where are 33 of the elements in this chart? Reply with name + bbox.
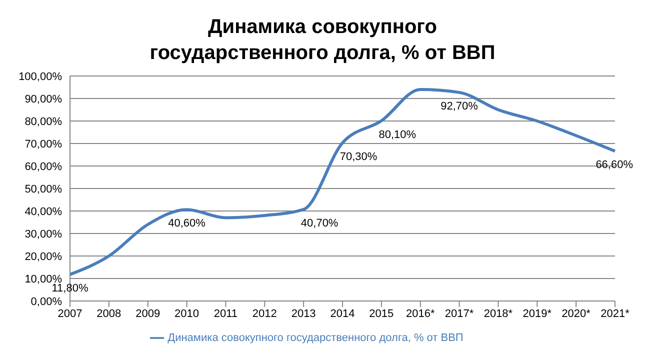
y-tick-label: 30,00% <box>24 228 62 240</box>
x-tick-label: 2009 <box>136 308 160 320</box>
x-tick-label: 2014 <box>330 308 355 320</box>
x-tick-label: 2008 <box>96 308 122 320</box>
x-tick-label: 2018* <box>484 308 514 320</box>
x-tick-label: 2017* <box>444 308 474 320</box>
y-tick-label: 60,00% <box>24 160 62 173</box>
x-tick-label: 2021* <box>600 308 630 320</box>
y-tick-label: 40,00% <box>24 206 62 218</box>
y-tick-label: 80,00% <box>24 116 62 128</box>
x-tick-label: 2016* <box>406 308 436 320</box>
legend-label: Динамика совокупного государственного долга, % от ВВП <box>168 332 464 344</box>
y-tick-label: 100,00% <box>18 70 62 83</box>
y-tick-label: 0,00% <box>30 296 62 308</box>
x-tick-label: 2010 <box>174 308 200 320</box>
y-tick-label: 90,00% <box>24 93 62 106</box>
data-label: 66,60% <box>596 159 634 172</box>
x-tick-label: 2013 <box>291 308 316 320</box>
x-tick-label: 2019* <box>522 308 552 320</box>
data-label: 40,60% <box>168 218 206 230</box>
y-tick-label: 70,00% <box>24 138 62 150</box>
data-label: 40,70% <box>300 217 338 230</box>
x-tick-label: 2020* <box>562 308 592 320</box>
x-tick-label: 2011 <box>214 308 238 320</box>
x-tick-label: 2015 <box>369 308 394 320</box>
y-tick-label: 20,00% <box>24 250 62 263</box>
x-tick-label: 2007 <box>58 308 82 320</box>
x-tick-label: 2012 <box>252 308 277 320</box>
y-tick-label: 50,00% <box>24 183 62 196</box>
data-label: 80,10% <box>378 128 416 141</box>
chart-title: Динамика совокупного государственного долга, % от ВВП <box>148 15 496 66</box>
data-label: 92,70% <box>440 100 478 112</box>
data-label: 70,30% <box>340 150 378 163</box>
